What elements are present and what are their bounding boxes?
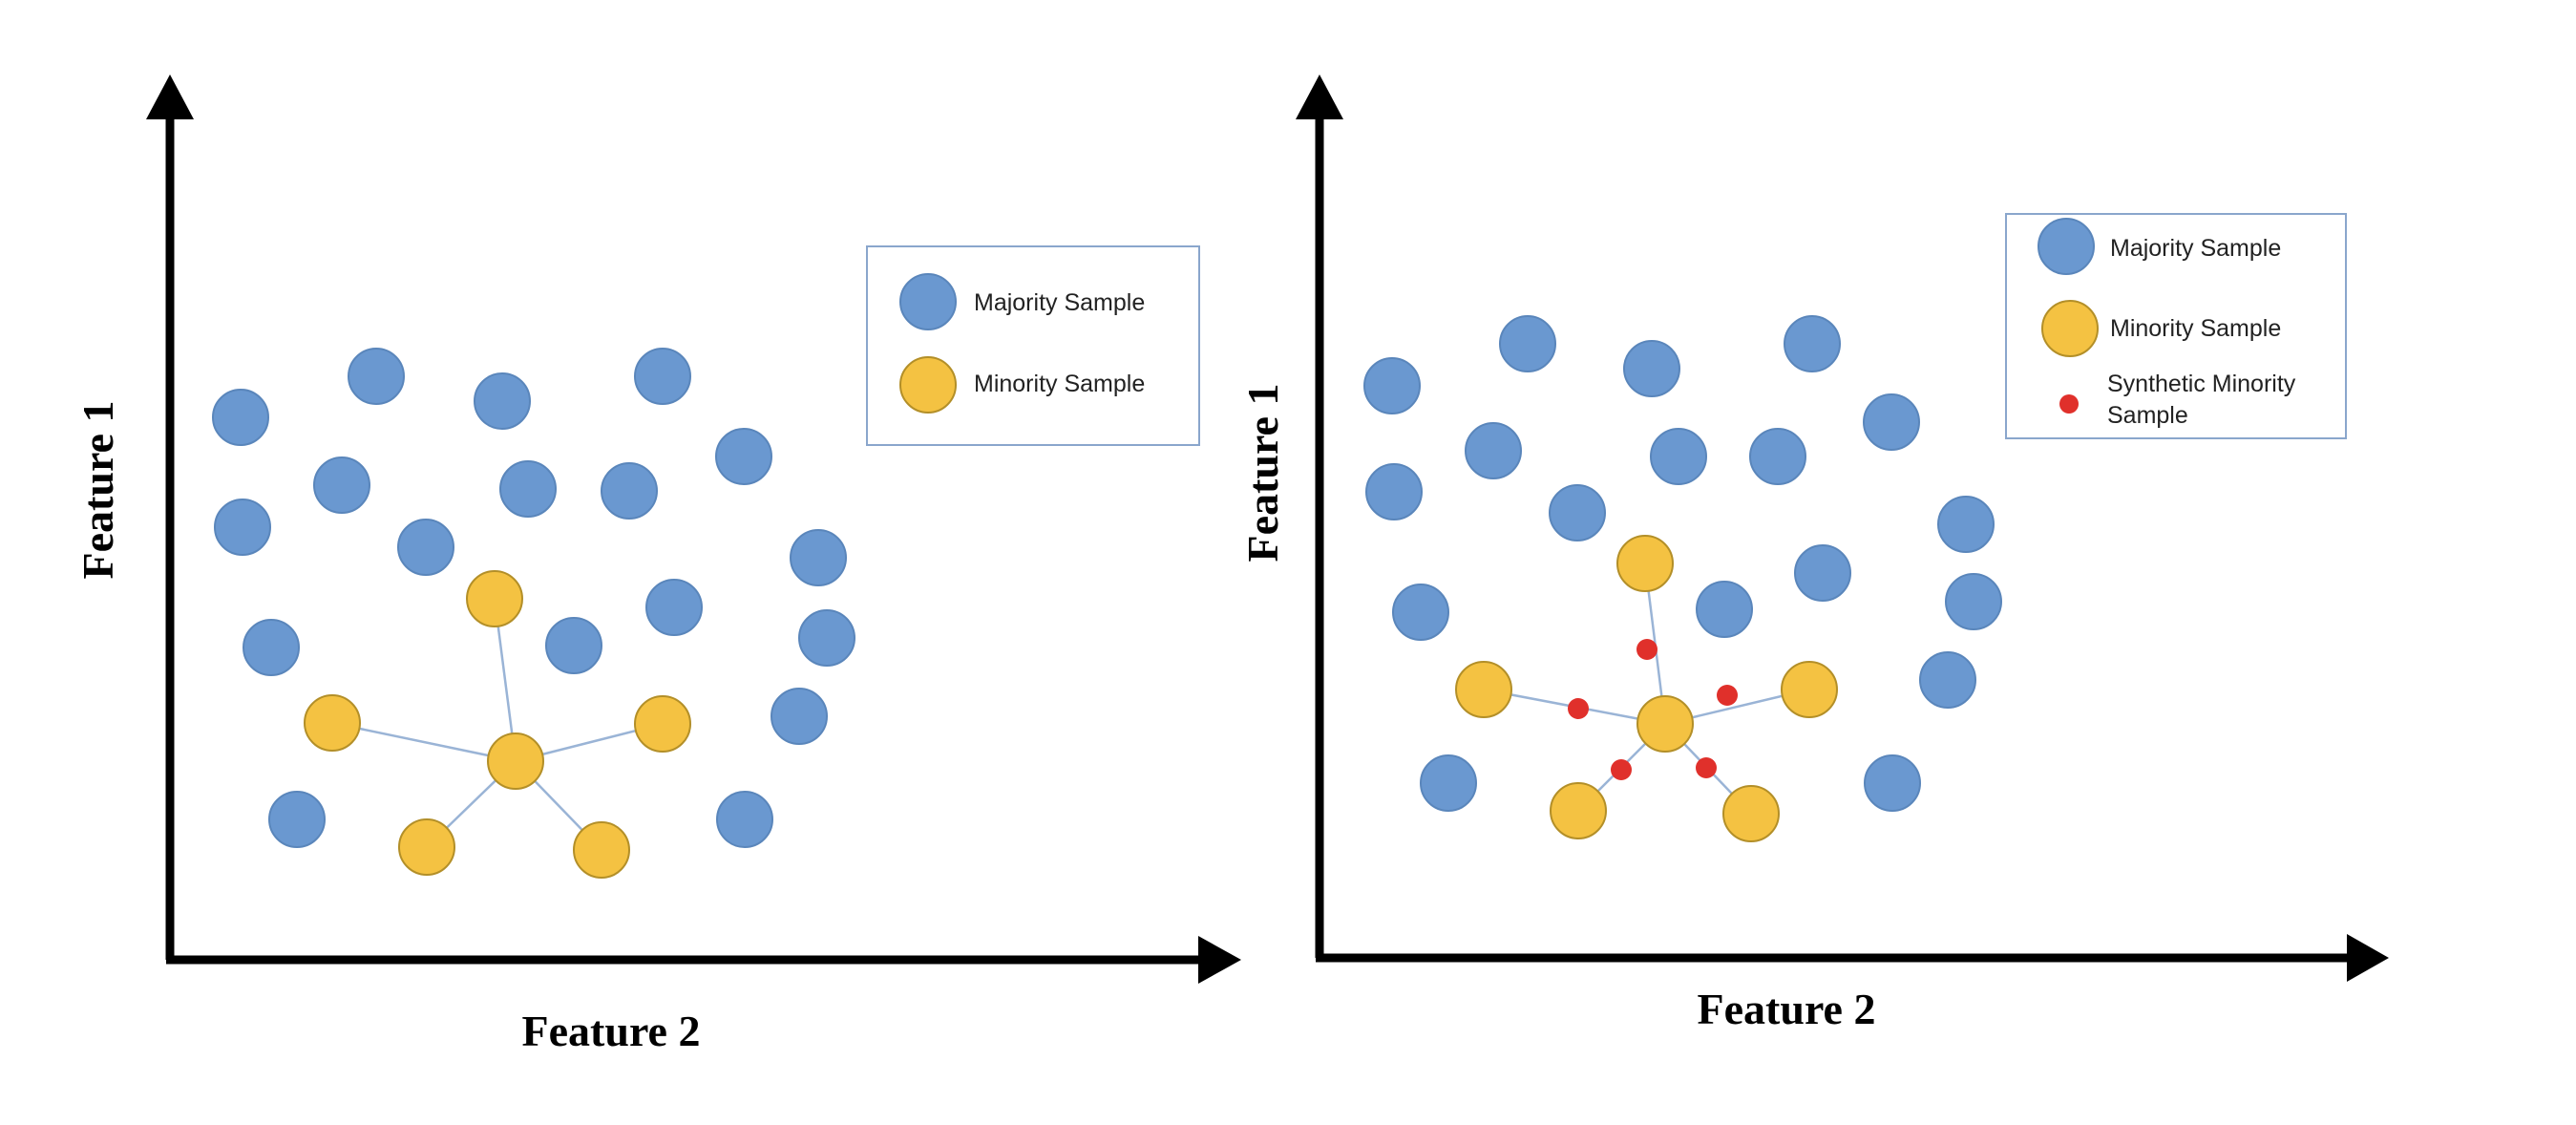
majority-sample	[1392, 584, 1449, 641]
majority-sample	[1623, 340, 1680, 397]
majority-sample	[243, 619, 300, 676]
minority-sample	[1455, 661, 1512, 718]
majority-sample	[715, 428, 772, 485]
majority-sample	[1937, 496, 1995, 553]
synthetic-minority-sample	[1568, 698, 1589, 719]
right-legend-majority-label: Majority Sample	[2110, 235, 2281, 262]
synthetic-minority-sample	[1611, 759, 1632, 780]
minority-sample-center	[1636, 695, 1694, 753]
right-legend-minority-label: Minority Sample	[2110, 315, 2281, 342]
minority-sample-center	[487, 732, 544, 790]
right-axes	[1296, 74, 2389, 982]
majority-sample	[1696, 581, 1753, 638]
left-y-axis-arrowhead	[146, 74, 194, 119]
majority-sample	[499, 460, 557, 518]
majority-sample	[268, 791, 326, 848]
majority-sample	[798, 609, 855, 667]
right-x-axis-label: Feature 2	[1698, 985, 1876, 1033]
minority-sample	[1722, 785, 1780, 842]
right-neighbor-links	[1483, 562, 1810, 815]
right-x-axis-arrowhead	[2347, 934, 2389, 982]
majority-sample	[545, 617, 602, 674]
synthetic-minority-sample	[1636, 639, 1658, 660]
majority-sample	[1650, 428, 1707, 485]
right-points	[1363, 315, 2002, 842]
minority-sample	[398, 818, 455, 876]
majority-sample	[790, 529, 847, 586]
majority-sample	[348, 348, 405, 405]
majority-sample	[1420, 754, 1477, 812]
majority-sample	[716, 791, 773, 848]
majority-sample	[474, 372, 531, 430]
synthetic-minority-sample	[1696, 757, 1717, 778]
minority-sample	[466, 570, 523, 627]
majority-sample	[1945, 573, 2002, 630]
majority-sample	[1919, 651, 1976, 709]
right-legend-synthetic-label: Synthetic Minority Sample	[2107, 371, 2296, 429]
left-axes	[146, 74, 1241, 984]
majority-sample	[313, 456, 370, 514]
majority-sample	[1784, 315, 1841, 372]
majority-sample	[1363, 357, 1421, 414]
left-x-axis-label: Feature 2	[522, 1007, 701, 1055]
majority-sample	[645, 579, 703, 636]
right-y-axis-arrowhead	[1296, 74, 1343, 119]
left-y-axis-label: Feature 1	[74, 401, 122, 580]
legend-synthetic-marker	[2059, 394, 2079, 414]
majority-sample	[1499, 315, 1556, 372]
minority-sample	[1550, 782, 1607, 839]
legend-minority-marker	[2041, 300, 2099, 357]
neighbor-link	[331, 721, 517, 763]
majority-sample	[1365, 463, 1423, 520]
majority-sample	[1863, 393, 1920, 451]
right-legend: Majority Sample Minority Sample Syntheti…	[2005, 213, 2347, 439]
left-points	[212, 348, 855, 879]
right-y-axis-label: Feature 1	[1238, 384, 1287, 562]
majority-sample	[601, 462, 658, 520]
panel-right: Feature 1 Feature 2 Majority Sample Mino…	[1238, 74, 2389, 1033]
legend-majority-marker	[899, 273, 957, 330]
minority-sample	[573, 821, 630, 879]
left-x-axis-arrowhead	[1198, 936, 1241, 984]
left-legend-majority-label: Majority Sample	[974, 289, 1145, 316]
majority-sample	[1465, 422, 1522, 479]
majority-sample	[634, 348, 691, 405]
majority-sample	[212, 389, 269, 446]
majority-sample	[771, 688, 828, 745]
legend-majority-marker	[2038, 218, 2095, 275]
minority-sample	[634, 695, 691, 753]
legend-minority-marker	[899, 356, 957, 414]
left-legend-minority-label: Minority Sample	[974, 371, 1145, 397]
majority-sample	[1749, 428, 1806, 485]
left-legend: Majority Sample Minority Sample	[866, 245, 1200, 446]
left-neighbor-links	[331, 598, 664, 851]
majority-sample	[397, 519, 454, 576]
minority-sample	[1781, 661, 1838, 718]
majority-sample	[214, 499, 271, 556]
synthetic-minority-sample	[1717, 685, 1738, 706]
majority-sample	[1794, 544, 1851, 602]
panel-left: Feature 1 Feature 2 Majority Sample Mino…	[74, 74, 1241, 1055]
majority-sample	[1549, 484, 1606, 541]
minority-sample	[1616, 535, 1674, 592]
minority-sample	[304, 694, 361, 752]
majority-sample	[1864, 754, 1921, 812]
